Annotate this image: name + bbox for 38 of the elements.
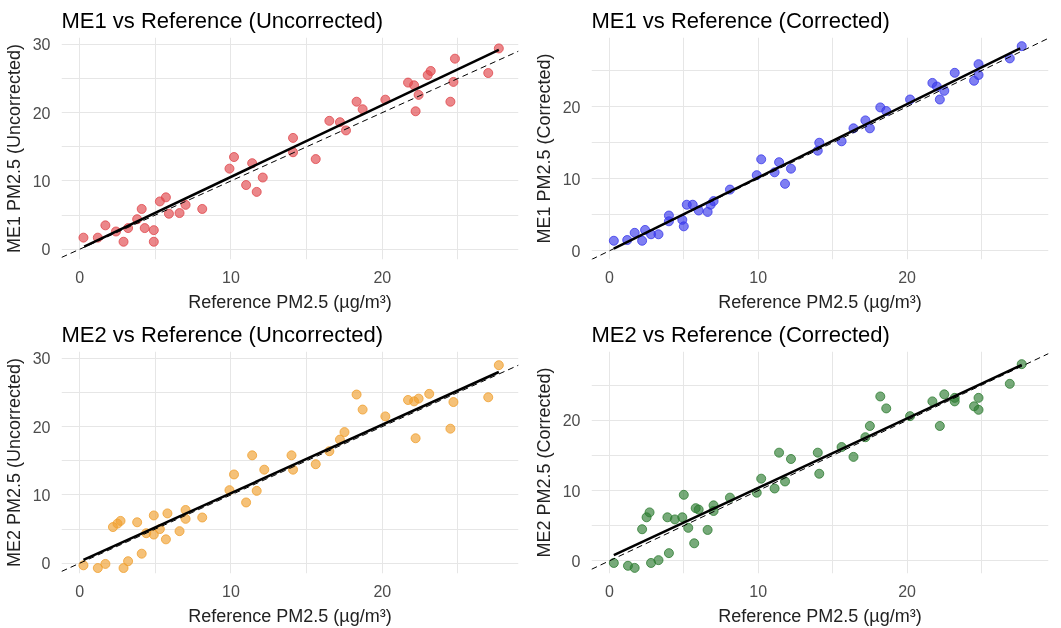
x-tick-label: 20 xyxy=(898,268,917,286)
y-tick-label: 20 xyxy=(32,104,51,122)
x-tick-label: 20 xyxy=(373,582,392,600)
x-tick-label: 20 xyxy=(373,268,392,286)
x-tick-label: 10 xyxy=(749,582,768,600)
x-tick-label: 0 xyxy=(75,582,85,600)
x-axis-title: Reference PM2.5 (µg/m³) xyxy=(188,605,392,626)
y-tick-label: 10 xyxy=(562,482,581,500)
x-tick-label: 0 xyxy=(604,582,614,600)
y-tick-label: 10 xyxy=(562,170,581,188)
y-tick-label: 0 xyxy=(571,552,581,570)
x-axis-title: Reference PM2.5 (µg/m³) xyxy=(718,605,922,626)
x-tick-label: 20 xyxy=(898,582,917,600)
x-tick-label: 0 xyxy=(75,268,85,286)
chart-title: ME1 vs Reference (Uncorrected) xyxy=(61,7,384,33)
x-tick-label: 0 xyxy=(604,268,614,286)
y-tick-label: 0 xyxy=(571,242,581,260)
x-tick-label: 10 xyxy=(222,582,240,600)
y-tick-label: 0 xyxy=(41,241,51,259)
x-axis-title: Reference PM2.5 (µg/m³) xyxy=(188,291,392,312)
chart-title: ME2 vs Reference (Corrected) xyxy=(591,321,890,347)
y-tick-label: 0 xyxy=(41,555,51,573)
y-axis-title: ME1 PM2.5 (Uncorrected) xyxy=(3,43,24,254)
y-axis-title: ME2 PM2.5 (Corrected) xyxy=(533,367,554,558)
x-axis-title: Reference PM2.5 (µg/m³) xyxy=(718,291,922,312)
x-tick-label: 10 xyxy=(222,268,240,286)
x-tick-label: 10 xyxy=(749,268,768,286)
y-tick-label: 30 xyxy=(32,350,51,368)
y-tick-label: 10 xyxy=(32,172,51,190)
y-tick-label: 20 xyxy=(562,412,581,430)
y-axis-title: ME1 PM2.5 (Corrected) xyxy=(533,53,554,244)
y-tick-label: 10 xyxy=(32,486,51,504)
chart-title: ME2 vs Reference (Uncorrected) xyxy=(61,321,384,347)
y-axis-title: ME2 PM2.5 (Uncorrected) xyxy=(3,357,24,568)
y-tick-label: 30 xyxy=(32,36,51,54)
chart-title: ME1 vs Reference (Corrected) xyxy=(591,7,890,33)
y-tick-label: 20 xyxy=(32,418,51,436)
y-tick-label: 20 xyxy=(562,98,581,116)
